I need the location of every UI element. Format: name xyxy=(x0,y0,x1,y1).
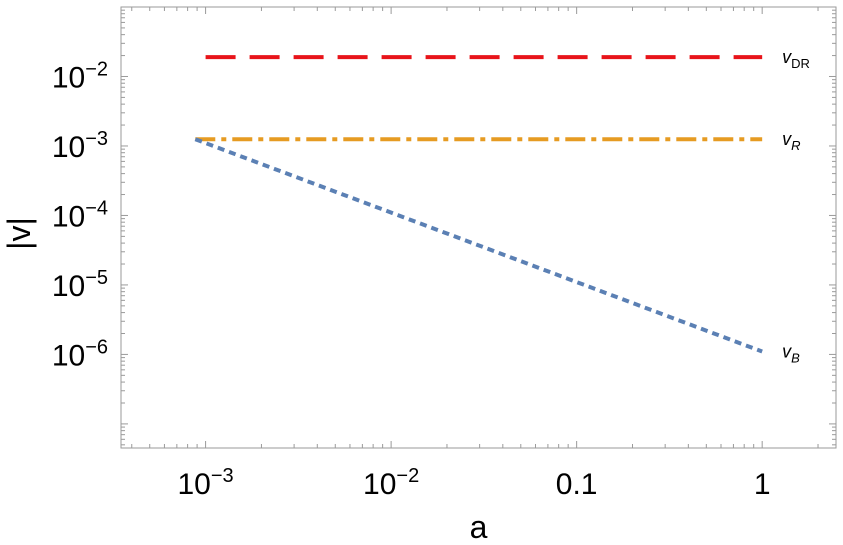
plot-frame xyxy=(120,6,837,449)
x-axis-label: a xyxy=(470,509,488,545)
series-group xyxy=(194,55,763,354)
axes xyxy=(121,6,836,448)
y-tick-label: 10−5 xyxy=(52,267,108,303)
series-label-vDR: vDR xyxy=(782,47,810,71)
series-label-vB: vB xyxy=(782,342,800,366)
y-tick-label: 10−4 xyxy=(52,197,108,233)
x-tick-label: 0.1 xyxy=(556,468,598,501)
x-tick-label: 10−3 xyxy=(177,465,233,501)
y-tick-label: 10−6 xyxy=(52,336,108,372)
series-line-vB xyxy=(194,137,763,354)
y-axis-label: |v| xyxy=(1,217,37,250)
y-tick-label: 10−3 xyxy=(52,128,108,164)
plot-area xyxy=(120,6,837,449)
labels: 10−3 10−2 0.1 1 10−2 10−3 10−4 10−5 10−6 a |v| vDR v… xyxy=(1,47,810,545)
series-label-vR: vR xyxy=(782,129,800,153)
x-tick-label: 10−2 xyxy=(363,465,419,501)
y-tick-label: 10−2 xyxy=(52,58,108,94)
x-tick-label: 1 xyxy=(754,468,771,501)
